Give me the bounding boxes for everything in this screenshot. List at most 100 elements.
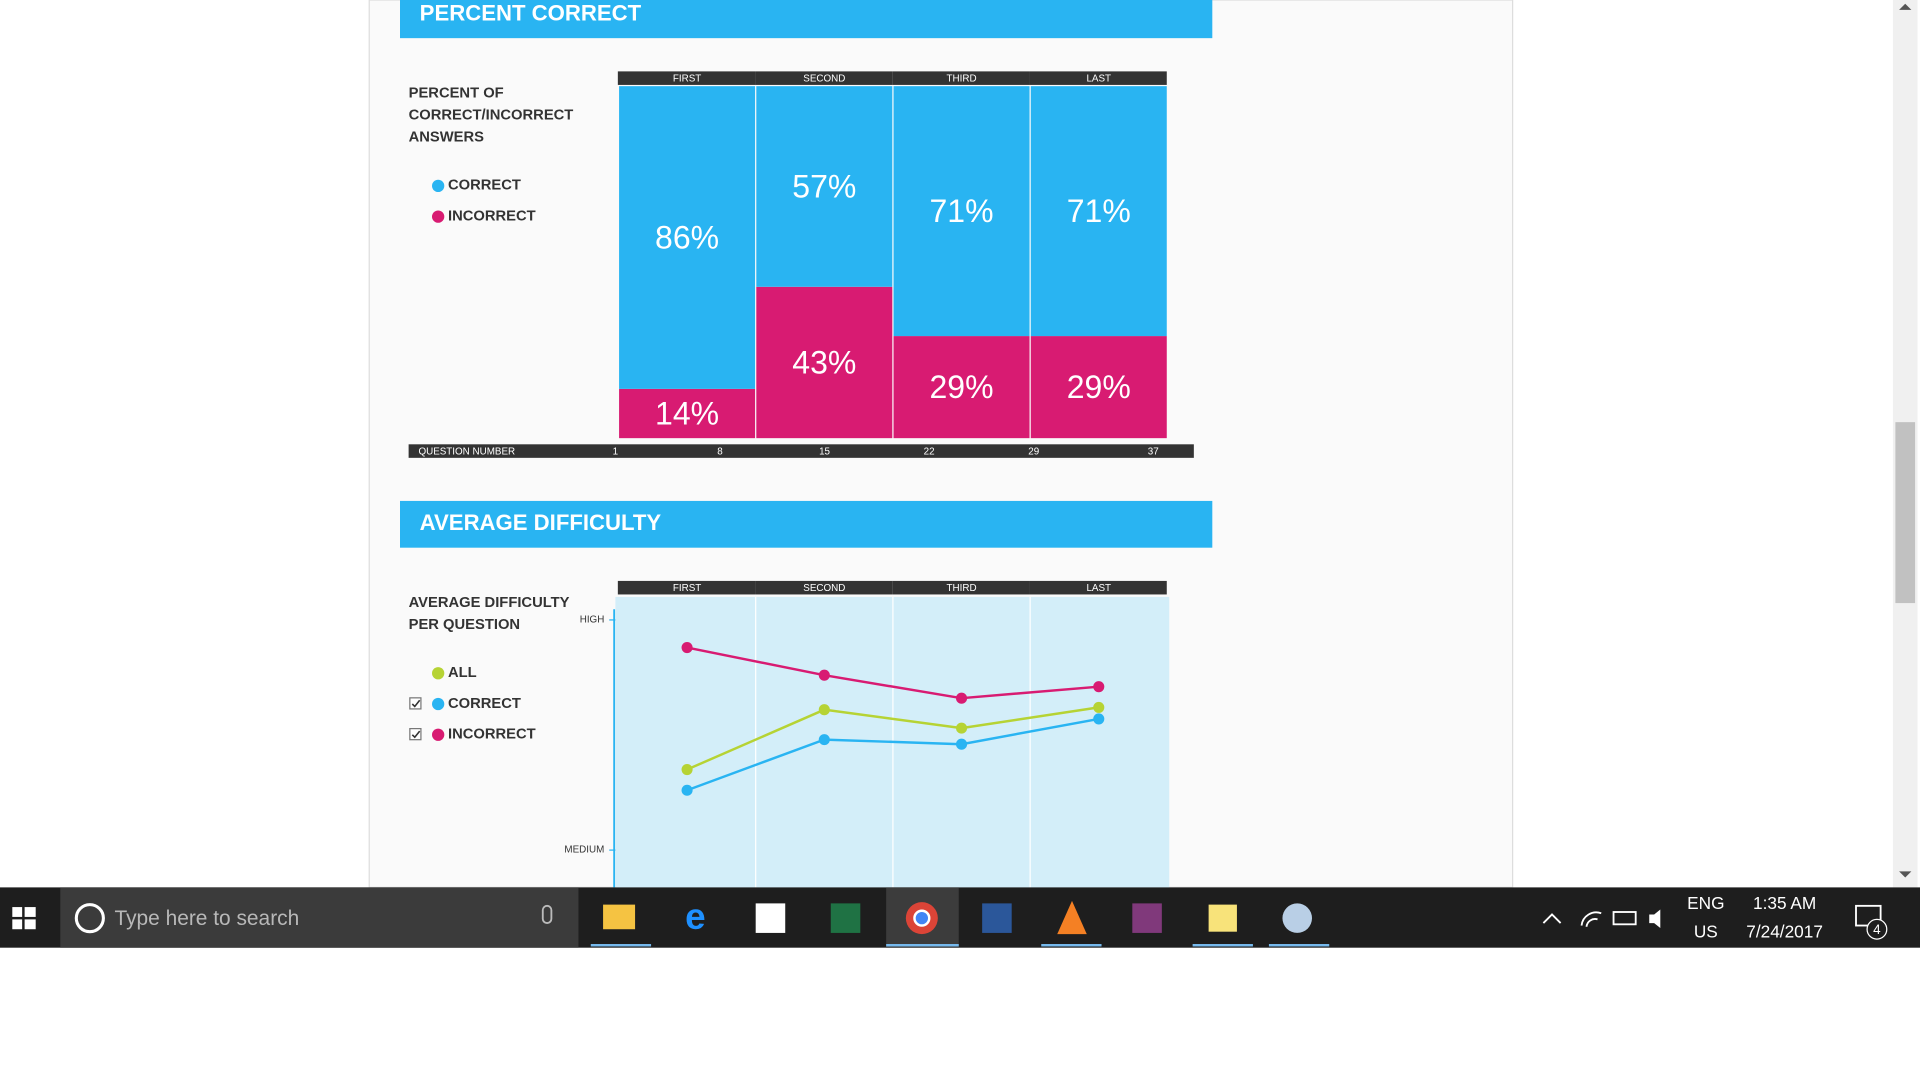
legend-title: ANSWERS [409, 130, 485, 146]
section-header [400, 0, 1213, 39]
store-icon[interactable] [755, 903, 786, 933]
vlc-icon[interactable] [1057, 900, 1087, 935]
band-header [755, 71, 893, 85]
legend-label: CORRECT [448, 696, 521, 712]
bar-segment [893, 336, 1030, 439]
charts: PERCENT CORRECT FIRST SECOND THIRD LAST PERCE… [400, 0, 1213, 893]
legend-title: PERCENT OF [409, 85, 504, 101]
legend-dot [432, 179, 445, 192]
band-label: SECOND [803, 73, 845, 84]
band-header [617, 71, 756, 85]
wifi-icon[interactable] [1580, 911, 1602, 927]
tray-chevron[interactable] [1542, 913, 1562, 924]
band-label: LAST [1086, 583, 1111, 594]
volume-icon[interactable] [1649, 909, 1661, 928]
x-tick-label: 22 [924, 446, 935, 457]
legend-label: INCORRECT [448, 209, 536, 225]
cortana-icon[interactable] [74, 903, 105, 934]
clock-time[interactable]: 1:35 AM [1753, 893, 1816, 913]
active-indicator [1192, 944, 1253, 947]
point [681, 764, 693, 776]
active-indicator [886, 944, 959, 947]
search-box[interactable] [60, 887, 579, 948]
bar-segment [1030, 336, 1167, 439]
legend-dot [432, 210, 445, 223]
series-line [686, 717, 1099, 792]
active-indicator [590, 944, 652, 947]
y-tick-label: HIGH [580, 615, 605, 626]
start-button[interactable] [12, 907, 36, 930]
bar-segment [619, 388, 756, 439]
battery-icon[interactable] [1612, 911, 1637, 926]
band-header [892, 580, 1030, 595]
bar-segment [756, 86, 893, 287]
clock-date[interactable]: 7/24/2017 [1746, 921, 1823, 941]
bar-segment [893, 86, 1030, 337]
band-header [892, 71, 1030, 85]
checkbox [409, 728, 422, 741]
edge-icon[interactable]: e [685, 896, 706, 937]
bar-segment [756, 286, 893, 439]
band-label: THIRD [947, 73, 977, 84]
x-tick-label: 1 [613, 446, 618, 457]
checkbox [409, 697, 422, 710]
point [956, 738, 968, 750]
notification-badge [1866, 918, 1888, 940]
checkmark [411, 699, 421, 708]
legend-dot [432, 667, 445, 680]
section-title: PERCENT CORRECT [420, 1, 642, 26]
legend-title: CORRECT/INCORRECT [409, 108, 574, 124]
word-icon[interactable] [982, 903, 1012, 933]
point [956, 722, 968, 734]
sticky-notes-icon[interactable] [1208, 904, 1237, 932]
band-label: FIRST [673, 583, 701, 594]
band-label: FIRST [673, 73, 701, 84]
value-label: 14% [655, 395, 719, 431]
value-label: 71% [1067, 193, 1131, 229]
legend-title: PER QUESTION [409, 617, 520, 633]
band-header [1029, 71, 1167, 85]
point [1093, 701, 1105, 713]
bar-segment [1030, 86, 1167, 337]
band-header [755, 580, 893, 595]
explorer-icon[interactable] [603, 904, 636, 930]
value-label: 29% [1067, 369, 1131, 405]
value-label: 71% [930, 193, 994, 229]
paint-icon[interactable] [1282, 903, 1312, 933]
taskbar: Type here to search e ENG US 1:35 AM 7/2… [0, 887, 1920, 948]
mic-icon[interactable] [541, 904, 553, 925]
active-indicator [1268, 944, 1330, 947]
chrome-center [913, 909, 931, 927]
x-tick-label: 15 [819, 446, 830, 457]
series-line [686, 646, 1099, 700]
band-header [617, 580, 756, 595]
onenote-icon[interactable] [1132, 903, 1162, 933]
region[interactable]: US [1694, 921, 1718, 941]
legend-title: AVERAGE DIFFICULTY [409, 595, 570, 611]
excel-icon[interactable] [830, 903, 861, 933]
band-label: LAST [1086, 73, 1111, 84]
point [818, 669, 830, 681]
x-axis-bar [408, 444, 1194, 458]
legend-label: ALL [448, 665, 477, 681]
x-tick-label: 37 [1148, 446, 1159, 457]
band-label: THIRD [947, 583, 977, 594]
notification-count[interactable]: 4 [1873, 922, 1881, 937]
x-tick-label: 29 [1028, 446, 1039, 457]
band-header [1029, 580, 1167, 595]
value-label: 29% [930, 369, 994, 405]
band-label: SECOND [803, 583, 845, 594]
checkmark [411, 730, 421, 739]
point [818, 704, 830, 716]
section-header [400, 500, 1213, 548]
point [818, 734, 830, 746]
legend-label: INCORRECT [448, 727, 536, 743]
language[interactable]: ENG [1687, 893, 1724, 913]
section-title: AVERAGE DIFFICULTY [420, 510, 662, 535]
value-label: 57% [792, 168, 856, 204]
bar-segment [619, 86, 756, 389]
scrollbar-thumb[interactable] [1895, 422, 1916, 604]
value-label: 43% [792, 344, 856, 380]
value-label: 86% [655, 219, 719, 255]
search-placeholder[interactable]: Type here to search [114, 907, 299, 930]
